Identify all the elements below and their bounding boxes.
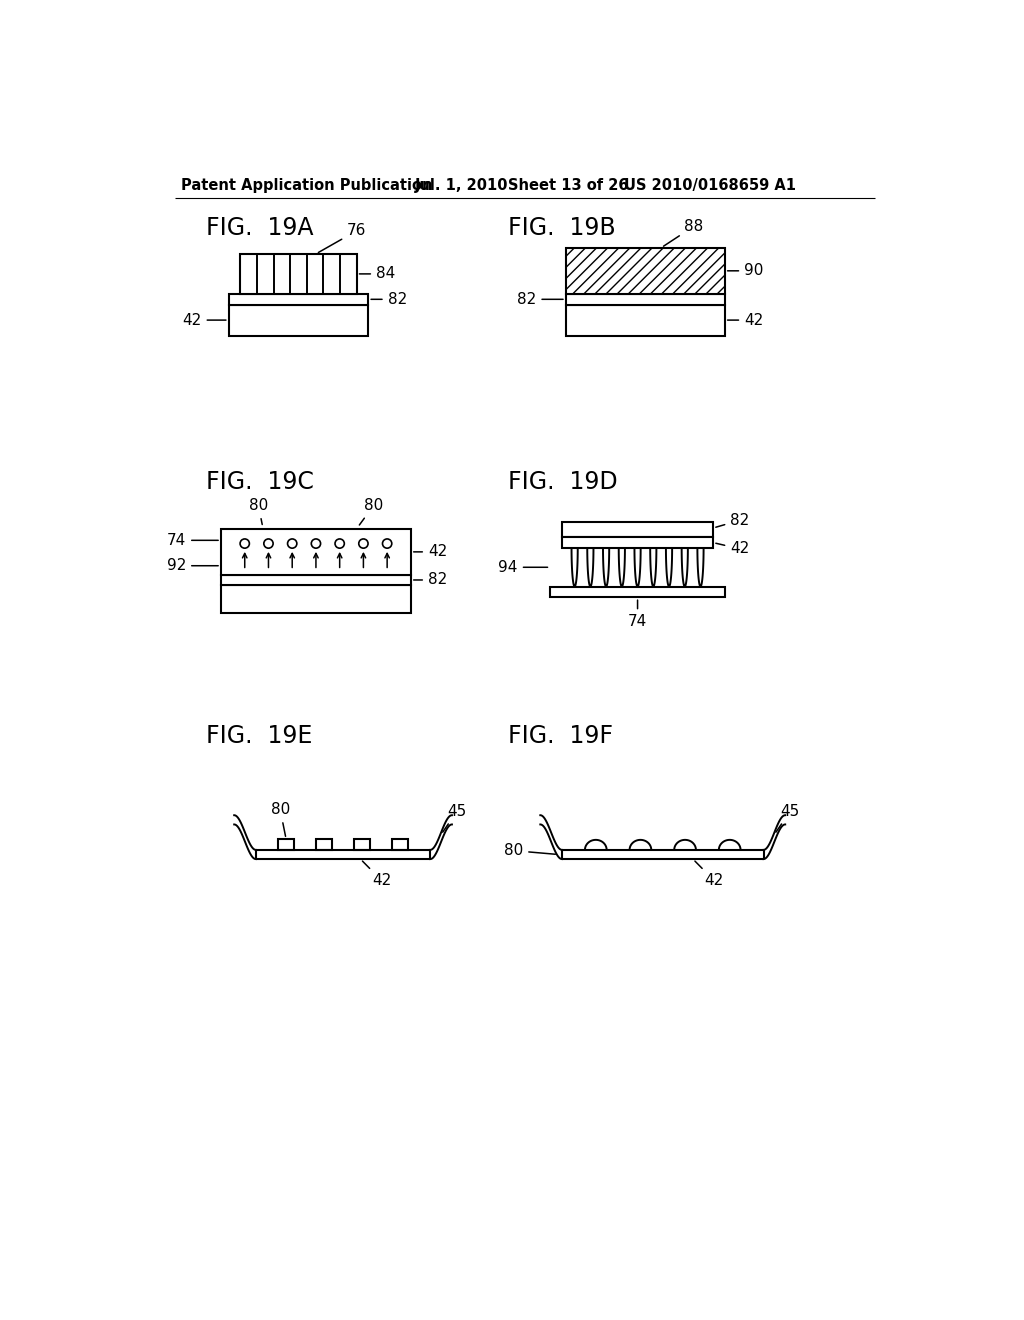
Text: Sheet 13 of 26: Sheet 13 of 26 <box>508 178 629 193</box>
Bar <box>354 840 370 850</box>
Bar <box>228 305 369 335</box>
Text: 42: 42 <box>414 544 447 560</box>
Text: Patent Application Publication: Patent Application Publication <box>180 178 432 193</box>
Bar <box>562 521 713 537</box>
Text: FIG.  19A: FIG. 19A <box>206 215 313 240</box>
Bar <box>566 294 725 305</box>
Text: 80: 80 <box>504 843 555 858</box>
Text: FIG.  19D: FIG. 19D <box>508 470 617 494</box>
Text: 82: 82 <box>716 512 750 528</box>
Bar <box>562 537 713 548</box>
Bar <box>566 305 725 335</box>
Text: 42: 42 <box>695 861 724 888</box>
Text: 42: 42 <box>727 313 763 327</box>
Text: US 2010/0168659 A1: US 2010/0168659 A1 <box>624 178 796 193</box>
Text: 94: 94 <box>499 560 548 574</box>
Text: 45: 45 <box>776 804 800 832</box>
Text: 74: 74 <box>167 533 218 548</box>
Bar <box>221 529 411 576</box>
Text: 42: 42 <box>362 861 391 888</box>
Bar <box>392 840 408 850</box>
Bar <box>550 586 725 598</box>
Text: 82: 82 <box>371 292 407 306</box>
Text: 42: 42 <box>182 313 226 327</box>
Bar <box>316 840 332 850</box>
Text: 45: 45 <box>442 804 467 832</box>
Text: Jul. 1, 2010: Jul. 1, 2010 <box>415 178 508 193</box>
Bar <box>221 585 411 612</box>
Text: 82: 82 <box>414 573 447 587</box>
Bar <box>279 840 294 850</box>
Text: FIG.  19C: FIG. 19C <box>206 470 313 494</box>
Text: FIG.  19B: FIG. 19B <box>508 215 615 240</box>
Text: FIG.  19F: FIG. 19F <box>508 723 612 748</box>
Text: 92: 92 <box>167 558 218 573</box>
Text: 82: 82 <box>517 292 563 306</box>
Text: 80: 80 <box>270 803 290 837</box>
Text: 42: 42 <box>716 541 750 556</box>
Text: 84: 84 <box>359 267 395 281</box>
Text: 90: 90 <box>727 263 764 279</box>
Text: 74: 74 <box>628 601 647 630</box>
Text: 80: 80 <box>359 498 383 525</box>
Bar <box>228 294 369 305</box>
Bar <box>566 248 725 294</box>
Text: 88: 88 <box>664 219 703 247</box>
Bar <box>221 576 411 585</box>
Text: FIG.  19E: FIG. 19E <box>206 723 312 748</box>
Bar <box>241 253 356 294</box>
Text: 76: 76 <box>318 223 367 252</box>
Text: 80: 80 <box>249 498 268 524</box>
